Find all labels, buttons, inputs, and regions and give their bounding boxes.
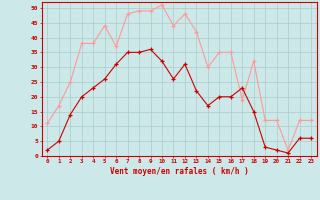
X-axis label: Vent moyen/en rafales ( km/h ): Vent moyen/en rafales ( km/h ): [110, 167, 249, 176]
